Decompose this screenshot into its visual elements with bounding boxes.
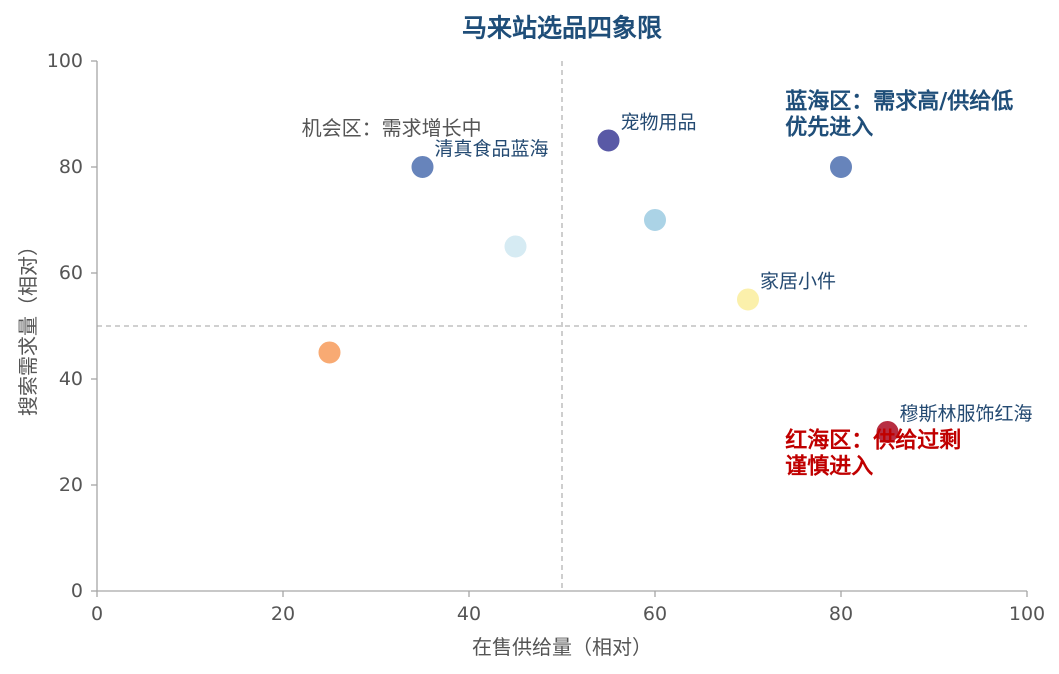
x-tick-label: 0 xyxy=(91,603,103,625)
scatter-point xyxy=(503,234,528,259)
x-tick-label: 20 xyxy=(271,603,295,625)
y-tick-label: 60 xyxy=(59,262,83,284)
axes: 0 20 40 60 80 100 0 20 40 60 80 100 xyxy=(47,50,1045,625)
y-tick-label: 20 xyxy=(59,474,83,496)
x-tick-label: 60 xyxy=(643,603,667,625)
point-label: 穆斯林服饰红海 xyxy=(900,403,1033,425)
scatter-point xyxy=(875,420,900,444)
red-ocean-note-line: 红海区：供给过剩 xyxy=(785,428,961,454)
scatter-points xyxy=(317,128,900,444)
reference-lines xyxy=(97,61,1027,591)
opportunity-zone-note-line: 机会区：需求增长中 xyxy=(302,116,482,140)
point-label: 宠物用品 xyxy=(621,112,697,134)
scatter-point xyxy=(643,208,667,232)
x-tick-label: 100 xyxy=(1009,603,1045,625)
y-axis-label: 搜索需求量（相对） xyxy=(16,236,40,416)
y-tick-label: 40 xyxy=(59,368,83,390)
y-tick-label: 100 xyxy=(47,50,83,72)
scatter-point xyxy=(410,155,435,179)
blue-ocean-note-line: 优先进入 xyxy=(785,114,873,140)
scatter-point xyxy=(736,287,760,312)
scatter-point xyxy=(829,155,853,179)
x-axis-label: 在售供给量（相对） xyxy=(472,635,652,659)
y-tick-label: 0 xyxy=(71,580,83,602)
scatter-point xyxy=(596,128,621,153)
blue-ocean-note-line: 蓝海区：需求高/供给低 xyxy=(785,88,1013,114)
point-label: 清真食品蓝海 xyxy=(435,138,549,160)
x-tick-label: 40 xyxy=(457,603,481,625)
point-label: 家居小件 xyxy=(760,271,836,293)
chart-title: 马来站选品四象限 xyxy=(462,14,662,43)
x-tick-label: 80 xyxy=(829,603,853,625)
red-ocean-note-line: 谨慎进入 xyxy=(785,455,873,480)
scatter-point xyxy=(317,340,342,365)
y-tick-label: 80 xyxy=(59,156,83,178)
